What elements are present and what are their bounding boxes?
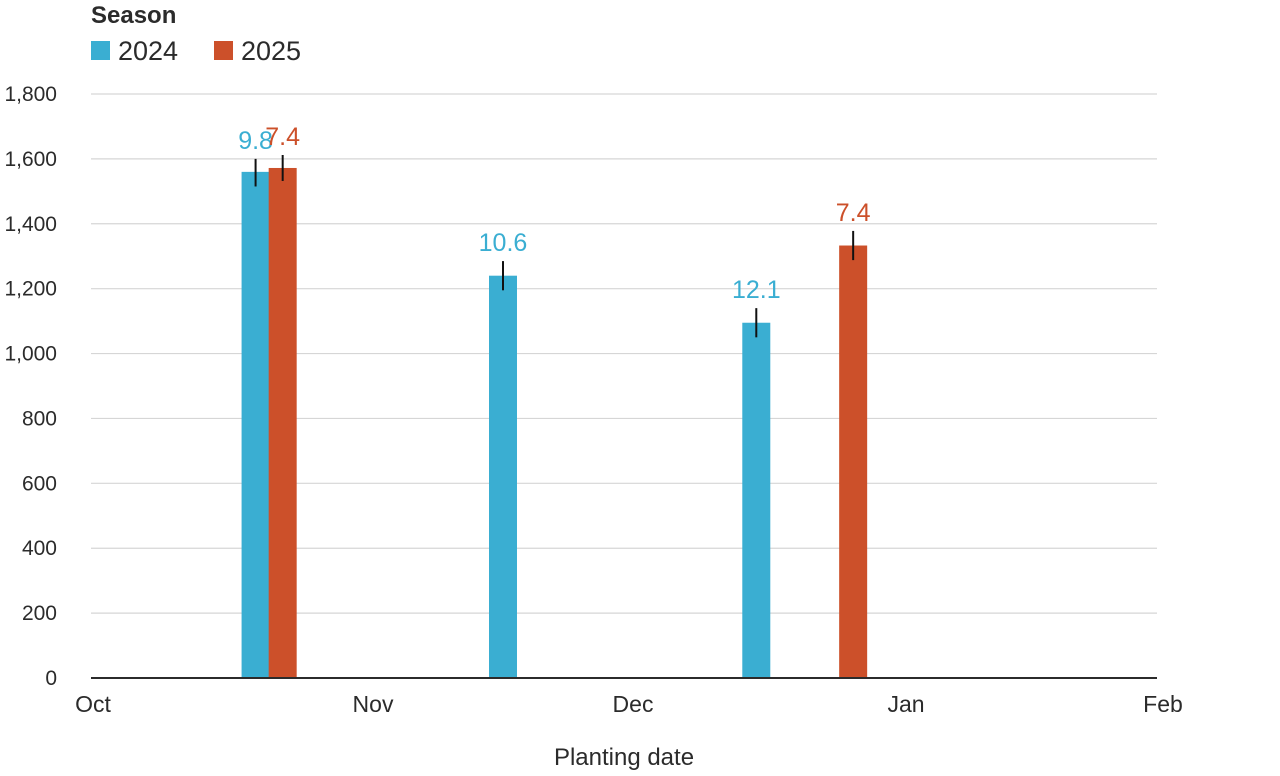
- y-tick-label: 1,200: [4, 278, 57, 301]
- data-label: 12.1: [732, 276, 781, 304]
- bar-2024: [742, 322, 771, 678]
- x-tick-label: Feb: [1143, 691, 1183, 717]
- data-label: 7.4: [836, 199, 871, 227]
- x-axis-ticks: Oct Nov Dec Jan Feb: [75, 691, 1183, 717]
- y-tick-label: 400: [22, 537, 57, 560]
- legend-label-2025: 2025: [241, 36, 301, 66]
- y-tick-label: 800: [22, 407, 57, 430]
- y-tick-label: 1,000: [4, 343, 57, 366]
- y-tick-label: 1,400: [4, 213, 57, 236]
- x-tick-label: Dec: [613, 691, 654, 717]
- legend-title: Season: [91, 2, 176, 29]
- x-tick-label: Nov: [353, 691, 394, 717]
- data-labels: 9.8 10.6 12.1 7.4 7.4: [238, 123, 870, 304]
- error-bars: [254, 154, 855, 338]
- data-label: 9.8: [238, 127, 273, 155]
- legend: Season 2024 2025: [91, 2, 301, 66]
- x-axis-title: Planting date: [554, 744, 694, 771]
- data-label: 10.6: [479, 229, 528, 257]
- bar-2025: [839, 245, 868, 678]
- x-tick-label: Jan: [887, 691, 924, 717]
- y-axis-ticks: 0 200 400 600 800 1,000 1,200 1,400 1,600 1,800: [4, 83, 57, 690]
- y-tick-label: 200: [22, 602, 57, 625]
- y-tick-label: 600: [22, 472, 57, 495]
- bar-2024: [241, 171, 270, 678]
- y-tick-label: 1,800: [4, 83, 57, 106]
- bar-2024: [489, 275, 517, 678]
- legend-label-2024: 2024: [118, 36, 178, 66]
- bar-2025: [268, 167, 297, 678]
- data-label: 7.4: [265, 123, 300, 151]
- legend-swatch-2025: [214, 41, 233, 60]
- legend-swatch-2024: [91, 41, 110, 60]
- y-tick-label: 0: [45, 667, 57, 690]
- x-tick-label: Oct: [75, 691, 111, 717]
- bars: [241, 167, 868, 678]
- y-tick-label: 1,600: [4, 148, 57, 171]
